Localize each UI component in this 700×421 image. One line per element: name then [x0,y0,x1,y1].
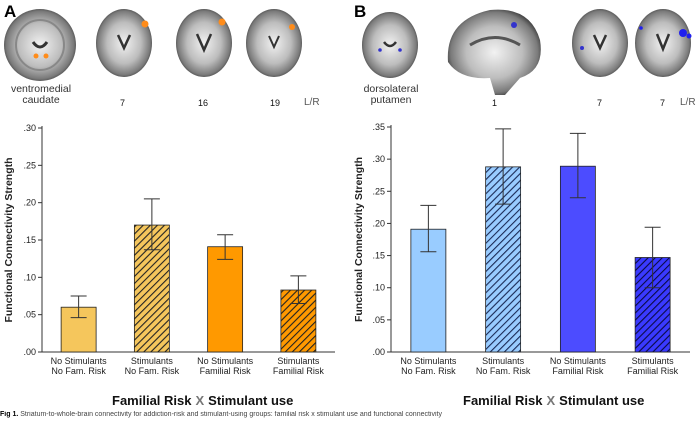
y-tick-label: .15 [23,235,36,245]
panel-letter-b: B [354,2,367,21]
slice-number-a1: 7 [120,98,126,108]
x-category-label: No Stimulants [400,356,457,366]
y-tick-label: .00 [23,347,36,357]
bar [207,246,244,353]
y-tick-label: .20 [23,198,36,208]
xaxis-title-a-x: X [195,393,205,408]
slice-number-a2: 16 [198,98,209,108]
region-label-b: dorsolateral putamen [352,84,430,106]
xaxis-title-b: Familial Risk X Stimulant use [463,393,644,408]
y-tick-label: .00 [372,347,385,357]
xaxis-title-b-x: X [546,393,556,408]
y-tick-label: .25 [372,186,385,196]
x-category-label: Stimulants [277,356,320,366]
x-category-label: Familial Risk [627,366,679,376]
x-category-label: No Stimulants [550,356,607,366]
y-tick-label: .25 [23,160,36,170]
bar [60,306,97,353]
bar [485,166,522,353]
x-category-label: No Fam. Risk [401,366,456,376]
x-category-label: No Fam. Risk [51,366,106,376]
region-label-a: ventromedial caudate [2,84,80,106]
region-label-b-line1: dorsolateral [363,83,419,95]
y-axis-label: Functional Connectivity Strength [3,157,15,322]
x-category-label: No Fam. Risk [476,366,531,376]
x-category-label: Stimulants [632,356,675,366]
y-tick-label: .05 [372,315,385,325]
brain-coronal-a [4,9,76,81]
x-category-label: Familial Risk [200,366,252,376]
y-tick-label: .05 [23,310,36,320]
y-tick-label: .10 [23,272,36,282]
region-label-a-line1: ventromedial [10,83,72,95]
slice-number-b3: 7 [660,98,666,108]
figure-caption-label: Fig 1. [0,411,19,418]
y-tick-label: .30 [23,123,36,133]
y-tick-label: .35 [372,122,385,132]
x-category-label: Stimulants [131,356,174,366]
bar-chart-b: .00 .05 .10 .15 .20 .25 .30 .35 Functional Conne… [353,122,690,376]
slice-number-b1: 1 [492,98,498,108]
xaxis-title-a-part1: Familial Risk [112,393,192,408]
x-category-label: Familial Risk [552,366,604,376]
figure-caption: Fig 1. Striatum-to-whole-brain connectiv… [0,411,700,418]
brain-coronal-b [362,12,418,78]
panel-letter-a: A [4,2,17,21]
xaxis-title-b-part2: Stimulant use [559,393,645,408]
region-label-a-line2: caudate [22,94,60,106]
brain-axial-b1 [572,9,628,77]
y-axis-label: Functional Connectivity Strength [353,157,365,322]
x-category-label: No Fam. Risk [125,366,180,376]
xaxis-title-a-part2: Stimulant use [208,393,294,408]
y-tick-label: .15 [372,251,385,261]
bar-chart-a: .00 .05 .10 .15 .20 .25 .30 Functional Connecti… [3,123,335,376]
x-category-label: Stimulants [482,356,525,366]
lr-label-a: L/R [304,97,320,108]
slice-number-a3: 19 [270,98,281,108]
brain-axial-a3 [246,9,302,77]
x-category-label: No Stimulants [197,356,254,366]
brain-sagittal-b [447,9,541,95]
xaxis-title-b-part1: Familial Risk [463,393,543,408]
xaxis-title-a: Familial Risk X Stimulant use [112,393,293,408]
figure-caption-text: Striatum-to-whole-brain connectivity for… [20,411,442,418]
lr-label-b: L/R [680,97,696,108]
y-tick-label: .20 [372,218,385,228]
brain-axial-a2 [176,9,232,77]
brain-axial-b2 [635,9,692,77]
x-category-label: No Stimulants [51,356,108,366]
region-label-b-line2: putamen [370,94,412,106]
y-tick-label: .30 [372,154,385,164]
y-tick-label: .10 [372,283,385,293]
brain-axial-a1 [96,9,152,77]
x-category-label: Familial Risk [273,366,325,376]
slice-number-b2: 7 [597,98,603,108]
